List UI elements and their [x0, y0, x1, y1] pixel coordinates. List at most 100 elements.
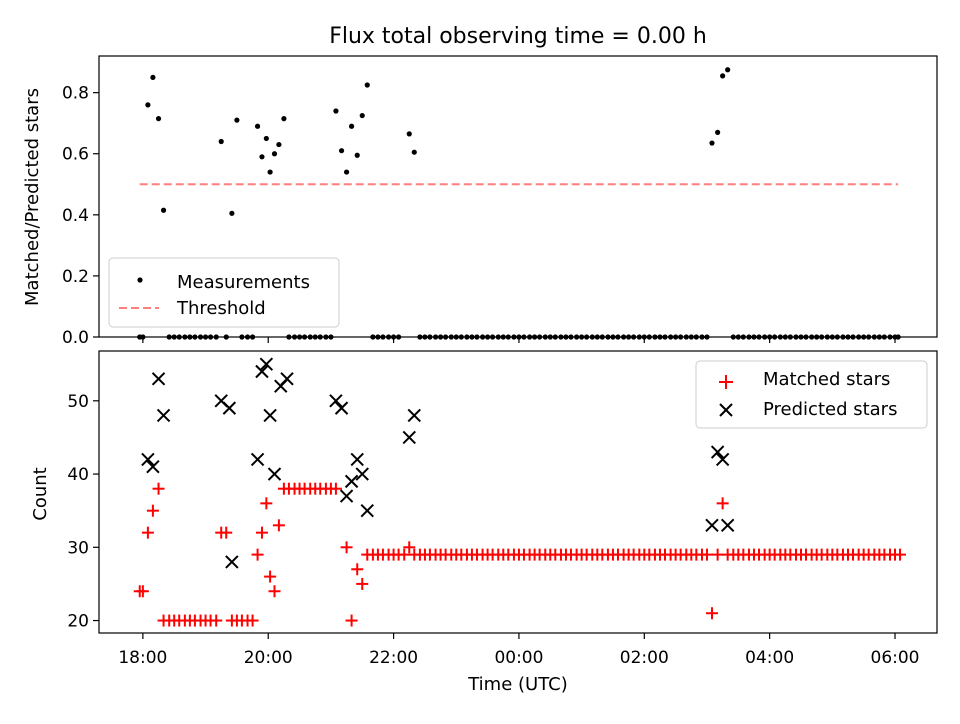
predicted-star-point: [339, 489, 354, 503]
top-legend-box: [108, 257, 340, 328]
matched-star-point: [141, 526, 154, 539]
matched-star-point: [246, 614, 259, 627]
x-tick-label: 22:00: [369, 648, 418, 668]
predicted-star-point: [350, 452, 364, 467]
top-y-tick-label: 0.4: [62, 206, 89, 226]
x-tick-label: 18:00: [118, 648, 167, 668]
matched-star-point: [705, 607, 718, 620]
measurement-point: [411, 149, 417, 155]
measurement-point: [229, 210, 235, 216]
top-panel: 0.00.20.40.60.8 Matched/Predicted stars …: [22, 55, 938, 348]
measurement-point: [234, 117, 240, 123]
predicted-star-point: [344, 474, 359, 489]
predicted-star-point: [156, 408, 171, 423]
legend-matched-label: Matched stars: [763, 369, 890, 390]
legend-measurements-marker: [137, 277, 143, 283]
bottom-y-tick-label: 20: [67, 612, 89, 632]
measurement-point: [271, 151, 278, 157]
predicted-star-point: [407, 408, 421, 423]
bottom-y-tick-label: 40: [67, 465, 89, 485]
predicted-star-point: [280, 372, 294, 386]
legend-matched-marker: [719, 375, 733, 389]
matched-star-point: [251, 548, 264, 561]
top-y-tick-label: 0.2: [62, 267, 89, 287]
predicted-star-point: [250, 452, 265, 467]
chart-title: Flux total observing time = 0.00 h: [329, 24, 707, 49]
measurement-point: [709, 140, 715, 146]
predicted-star-point: [259, 357, 274, 371]
legend-predicted-label: Predicted stars: [763, 399, 897, 420]
predicted-star-point: [402, 430, 416, 445]
top-y-tick-label: 0.0: [62, 328, 89, 348]
x-tick-label: 20:00: [244, 648, 293, 668]
measurement-point: [725, 67, 731, 73]
measurement-point: [155, 116, 162, 122]
predicted-star-point: [355, 467, 369, 481]
measurement-point: [333, 108, 339, 114]
predicted-star-point: [222, 401, 237, 415]
predicted-star-point: [263, 408, 277, 423]
matched-star-point: [272, 519, 285, 532]
bottom-y-tick-label: 50: [67, 392, 89, 412]
measurement-point: [263, 135, 269, 142]
matched-star-point: [345, 614, 358, 627]
matched-star-point: [210, 614, 223, 627]
predicted-star-point: [360, 503, 374, 518]
measurement-point: [343, 169, 350, 175]
measurement-point: [281, 116, 287, 122]
matched-star-point: [268, 585, 281, 598]
predicted-star-point: [329, 394, 343, 408]
legend-measurements-label: Measurements: [177, 272, 310, 293]
predicted-star-point: [146, 460, 160, 474]
bottom-legend: Matched stars Predicted stars: [695, 360, 928, 429]
predicted-star-point: [225, 555, 239, 569]
measurement-point: [348, 123, 355, 129]
predicted-star-point: [705, 518, 719, 533]
predicted-star-point: [334, 401, 349, 415]
matched-star-point: [351, 563, 364, 576]
top-y-axis: 0.0 0.2 0.4 0.6 0.8: [62, 84, 99, 348]
measurement-point: [218, 138, 224, 145]
measurement-point: [364, 82, 370, 88]
top-axes-frame: [98, 55, 938, 338]
x-tick-label: 00:00: [494, 648, 543, 668]
measurement-point: [359, 112, 365, 119]
predicted-star-point: [710, 445, 725, 459]
measurement-point: [276, 141, 282, 148]
matched-star-point: [255, 526, 268, 539]
legend-threshold-label: Threshold: [176, 298, 266, 319]
top-legend: Measurements Threshold: [108, 257, 340, 328]
top-x-ticks: [142, 337, 896, 343]
matched-star-point: [152, 482, 165, 495]
matched-star-point: [146, 504, 159, 517]
matched-star-point: [403, 541, 416, 554]
top-y-axis-label: Matched/Predicted stars: [22, 88, 43, 306]
bottom-panel: 20 30 40 50 18:00 20:00 22:00 00:00 02:00 04:00 0…: [30, 350, 938, 695]
bottom-axes-frame: [98, 350, 938, 634]
matched-star-point: [264, 570, 277, 583]
measurement-point: [267, 169, 273, 175]
measurement-point: [406, 131, 412, 137]
matched-star-point: [329, 482, 342, 495]
measurement-point: [715, 129, 721, 135]
measurement-point: [354, 152, 360, 158]
bottom-y-axis: 20 30 40 50: [67, 392, 99, 632]
x-axis-label: Time (UTC): [467, 674, 568, 695]
matched-star-point: [398, 548, 411, 561]
predicted-star-point: [141, 452, 155, 467]
predicted-star-point: [151, 372, 166, 386]
x-tick-label: 04:00: [745, 648, 794, 668]
top-y-tick-label: 0.8: [62, 84, 89, 104]
measurement-point: [254, 123, 261, 129]
measurement-point: [338, 148, 345, 154]
predicted-star-point: [720, 518, 735, 533]
top-y-tick-label: 0.6: [62, 145, 89, 165]
measurement-point: [720, 73, 726, 79]
matched-star-point: [894, 548, 907, 561]
bottom-plot-marks: [133, 357, 907, 627]
measurement-point: [145, 102, 151, 108]
bottom-y-tick-label: 30: [67, 538, 89, 558]
bottom-y-axis-label: Count: [30, 467, 51, 520]
bottom-legend-box: [695, 360, 928, 429]
